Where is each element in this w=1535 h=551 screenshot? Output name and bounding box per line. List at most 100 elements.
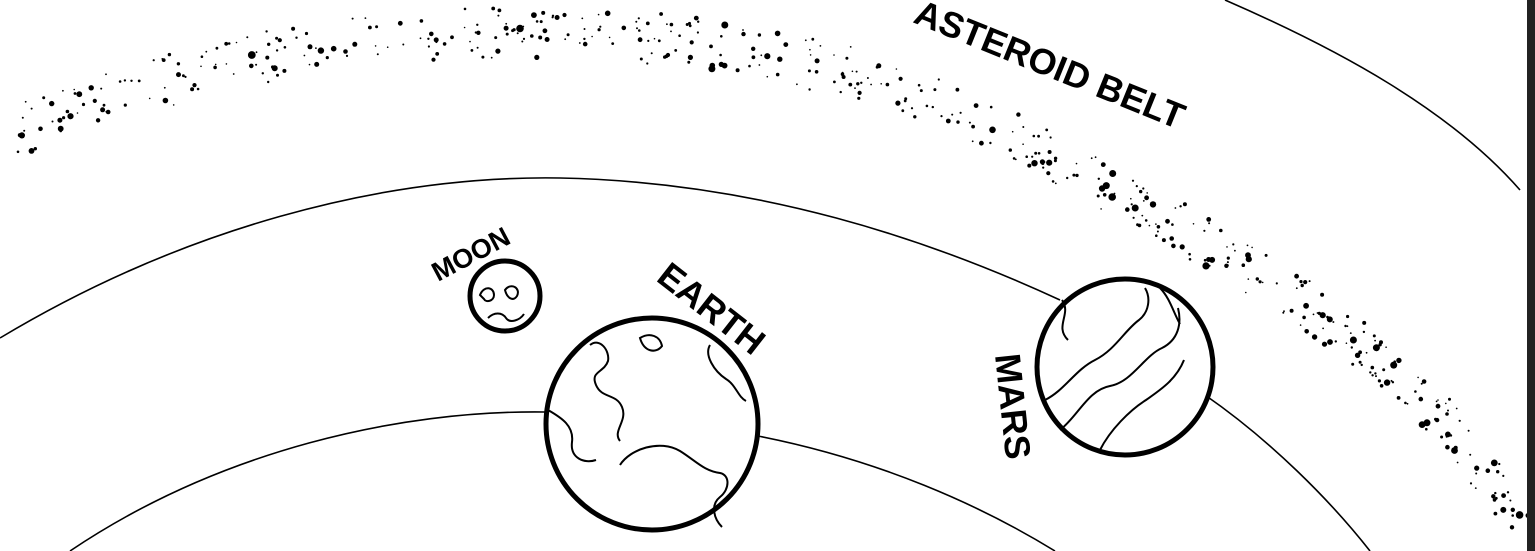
asteroid	[584, 28, 586, 30]
asteroid	[1457, 462, 1459, 464]
asteroid	[1022, 126, 1024, 128]
asteroid	[1501, 493, 1506, 498]
asteroid	[833, 54, 835, 56]
asteroid	[555, 15, 560, 20]
asteroid	[1344, 325, 1346, 327]
asteroid	[1351, 346, 1353, 348]
asteroid	[1138, 224, 1142, 228]
asteroid	[477, 47, 479, 49]
asteroid	[435, 41, 437, 43]
asteroid	[427, 38, 429, 40]
asteroid	[932, 106, 934, 108]
asteroid	[583, 42, 588, 47]
asteroid	[758, 33, 761, 36]
asteroid	[59, 130, 62, 133]
asteroid	[752, 55, 756, 59]
asteroid	[538, 36, 542, 40]
asteroid	[840, 91, 842, 93]
asteroid	[428, 45, 430, 47]
asteroid	[848, 83, 852, 87]
asteroid	[904, 100, 907, 103]
asteroid	[1188, 253, 1191, 256]
asteroid	[318, 47, 324, 53]
asteroid	[93, 99, 97, 103]
asteroid	[1448, 398, 1451, 401]
asteroid	[1346, 342, 1348, 344]
asteroid	[305, 32, 308, 35]
asteroid	[1076, 163, 1078, 165]
asteroid	[1495, 498, 1497, 500]
asteroid	[495, 49, 500, 54]
asteroid	[1045, 129, 1048, 132]
asteroid	[1454, 446, 1458, 450]
asteroid	[1157, 225, 1161, 229]
asteroid	[1265, 254, 1268, 257]
asteroid	[1144, 195, 1149, 200]
asteroid	[1445, 403, 1447, 405]
asteroid	[1384, 379, 1390, 385]
asteroid	[1171, 223, 1174, 226]
asteroid	[1046, 171, 1050, 175]
asteroid	[646, 62, 648, 64]
asteroid	[262, 72, 264, 74]
asteroid	[464, 8, 467, 11]
asteroid	[498, 9, 502, 13]
asteroid	[1227, 261, 1229, 263]
asteroid	[767, 76, 769, 78]
asteroid	[308, 44, 313, 49]
asteroid	[176, 72, 181, 77]
asteroid	[1097, 195, 1100, 198]
asteroid	[1378, 379, 1381, 382]
asteroid	[1404, 402, 1407, 405]
asteroid	[494, 36, 497, 39]
asteroid	[1162, 238, 1166, 242]
asteroid	[505, 23, 507, 25]
asteroid	[1355, 353, 1360, 358]
asteroid	[375, 45, 377, 47]
asteroid	[1016, 112, 1020, 116]
asteroid	[796, 83, 798, 85]
asteroid	[326, 56, 329, 59]
asteroid	[1419, 397, 1424, 402]
asteroid	[255, 64, 257, 66]
asteroid	[1459, 420, 1461, 422]
asteroid	[841, 72, 845, 76]
asteroid	[777, 57, 782, 62]
asteroid	[375, 25, 378, 28]
asteroid	[377, 53, 379, 55]
asteroid	[1509, 500, 1511, 502]
asteroid	[1245, 252, 1251, 258]
asteroid	[1101, 164, 1103, 166]
asteroid	[896, 68, 898, 70]
asteroid	[1054, 159, 1057, 162]
asteroid	[690, 40, 694, 44]
asteroid	[76, 91, 82, 97]
asteroid	[182, 74, 185, 77]
asteroid	[1046, 160, 1052, 166]
asteroid	[42, 96, 45, 99]
asteroid	[1322, 342, 1327, 347]
asteroid	[845, 57, 848, 60]
asteroid	[523, 38, 525, 40]
asteroid	[956, 88, 960, 92]
asteroid	[622, 26, 627, 31]
asteroid	[1391, 380, 1393, 382]
asteroid	[62, 116, 65, 119]
asteroid	[599, 26, 601, 28]
asteroid	[1361, 364, 1363, 366]
asteroid	[1302, 316, 1306, 320]
asteroid	[57, 118, 62, 123]
asteroid	[719, 54, 722, 57]
asteroid	[534, 55, 539, 60]
asteroid	[256, 51, 258, 53]
asteroid	[295, 37, 297, 39]
asteroid	[213, 66, 217, 70]
asteroid	[103, 104, 106, 107]
asteroid	[541, 11, 545, 15]
asteroid	[583, 38, 585, 40]
asteroid	[741, 32, 745, 36]
asteroid	[971, 125, 975, 129]
asteroid	[1296, 287, 1298, 289]
asteroid	[1022, 143, 1024, 145]
asteroid	[201, 55, 204, 58]
